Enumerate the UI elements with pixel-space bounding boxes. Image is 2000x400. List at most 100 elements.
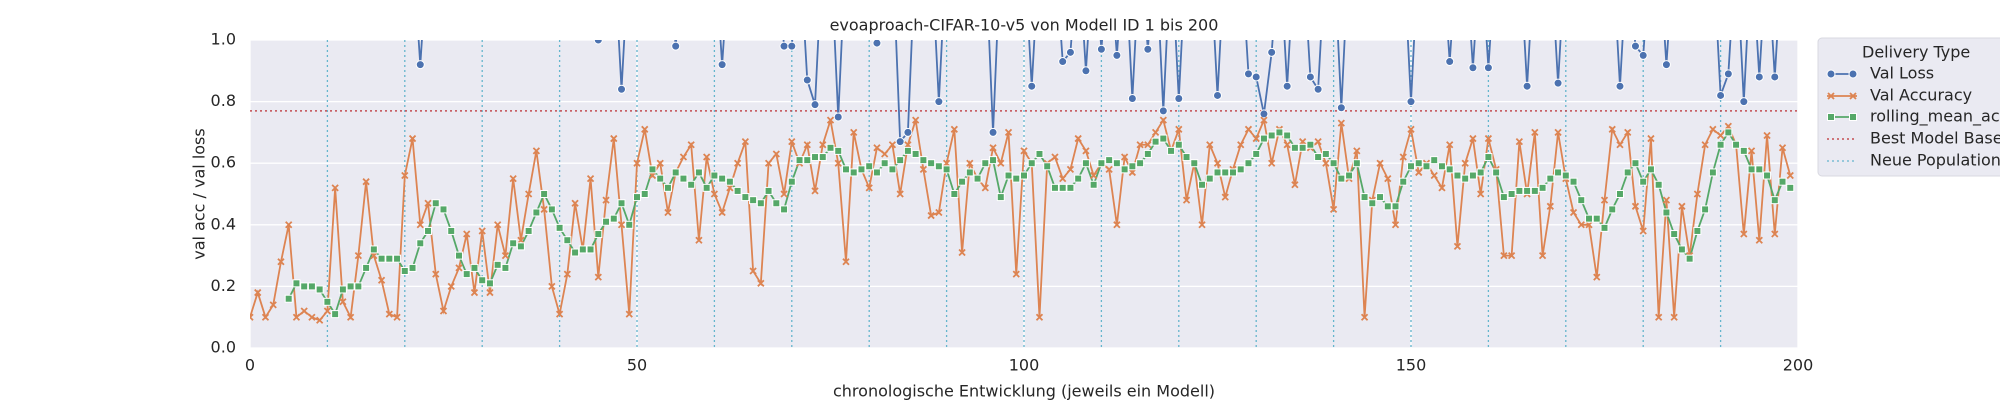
data-point	[687, 141, 695, 149]
data-point	[1368, 199, 1377, 208]
data-point	[548, 282, 556, 291]
data-point	[1383, 202, 1392, 211]
data-point	[1198, 180, 1207, 189]
data-point	[648, 165, 657, 174]
data-point	[338, 285, 347, 294]
data-point	[1716, 90, 1726, 100]
data-point	[1314, 153, 1323, 162]
data-point	[1329, 159, 1338, 168]
data-point	[1701, 205, 1710, 214]
y-tick-label: 0.0	[211, 338, 236, 357]
data-point	[501, 263, 510, 272]
data-point	[873, 144, 881, 152]
chart-title: evoaproach-CIFAR-10-v5 von Modell ID 1 b…	[830, 16, 1219, 35]
data-point	[996, 193, 1005, 202]
data-point	[927, 159, 936, 168]
data-point	[1074, 174, 1083, 183]
y-tick-label: 0.4	[211, 214, 236, 233]
legend-label: Neue Population	[1870, 151, 2000, 170]
data-point	[966, 159, 974, 167]
data-point	[772, 199, 781, 208]
data-point	[1414, 159, 1423, 168]
data-point	[942, 165, 951, 174]
data-point	[1569, 177, 1578, 186]
data-point	[1600, 223, 1609, 232]
data-point	[517, 236, 525, 244]
data-point	[1151, 137, 1160, 146]
data-point	[756, 199, 765, 208]
data-point	[1770, 196, 1779, 205]
data-point	[1530, 186, 1539, 195]
data-point	[671, 168, 680, 177]
data-point	[919, 156, 928, 165]
data-point	[1391, 221, 1400, 229]
data-point	[1630, 41, 1640, 51]
data-point	[641, 125, 649, 133]
data-point	[1314, 138, 1322, 146]
data-point	[1616, 141, 1624, 149]
data-point	[1399, 177, 1408, 186]
data-point	[942, 159, 951, 167]
data-point	[416, 239, 425, 248]
data-point	[958, 248, 966, 257]
data-point	[1739, 146, 1748, 155]
data-point	[401, 171, 409, 180]
y-axis-label: val acc / val loss	[190, 128, 209, 259]
data-point	[1631, 159, 1640, 168]
legend-marker	[1849, 113, 1857, 121]
data-point	[912, 116, 920, 124]
data-point	[377, 254, 386, 263]
data-point	[1631, 202, 1640, 210]
data-point	[997, 159, 1005, 167]
data-point	[540, 205, 548, 214]
data-point	[1624, 128, 1632, 137]
data-point	[679, 153, 688, 161]
data-point	[385, 254, 394, 263]
data-point	[787, 177, 796, 186]
data-point	[973, 174, 982, 183]
data-point	[1430, 171, 1438, 180]
data-point	[1468, 63, 1478, 73]
data-point	[1786, 171, 1794, 180]
data-point	[1399, 153, 1407, 161]
data-point	[1670, 313, 1678, 321]
data-point	[1484, 153, 1493, 162]
data-point	[803, 141, 811, 149]
data-point	[346, 282, 355, 291]
data-point	[725, 177, 734, 186]
data-point	[1693, 190, 1702, 198]
data-point	[749, 267, 757, 275]
data-point	[1221, 193, 1229, 201]
data-point	[872, 40, 882, 48]
data-point	[1259, 109, 1269, 119]
data-point	[710, 190, 719, 198]
data-point	[1763, 171, 1772, 180]
data-point	[710, 171, 719, 180]
legend-label: Val Accuracy	[1870, 86, 1972, 105]
data-point	[1492, 168, 1501, 177]
data-point	[1446, 141, 1454, 149]
data-point	[1438, 184, 1446, 192]
data-point	[1352, 159, 1361, 168]
data-point	[826, 143, 835, 152]
data-point	[516, 242, 525, 251]
legend-label: rolling_mean_acc	[1870, 107, 2000, 127]
data-point	[1112, 50, 1122, 60]
legend-label: Best Model Baseline	[1870, 129, 2000, 148]
data-point	[362, 178, 370, 186]
y-tick-label: 0.6	[211, 153, 236, 172]
data-point	[284, 294, 293, 303]
data-point	[1158, 106, 1168, 116]
data-point	[586, 245, 595, 254]
data-point	[1445, 57, 1455, 67]
data-point	[478, 227, 486, 235]
data-point	[1654, 180, 1663, 189]
data-point	[1313, 84, 1323, 94]
data-point	[687, 180, 696, 189]
data-point	[895, 137, 905, 147]
data-point	[454, 251, 463, 260]
series-line	[250, 116, 1792, 322]
y-tick-label: 0.2	[211, 276, 236, 295]
data-point	[1531, 128, 1539, 137]
